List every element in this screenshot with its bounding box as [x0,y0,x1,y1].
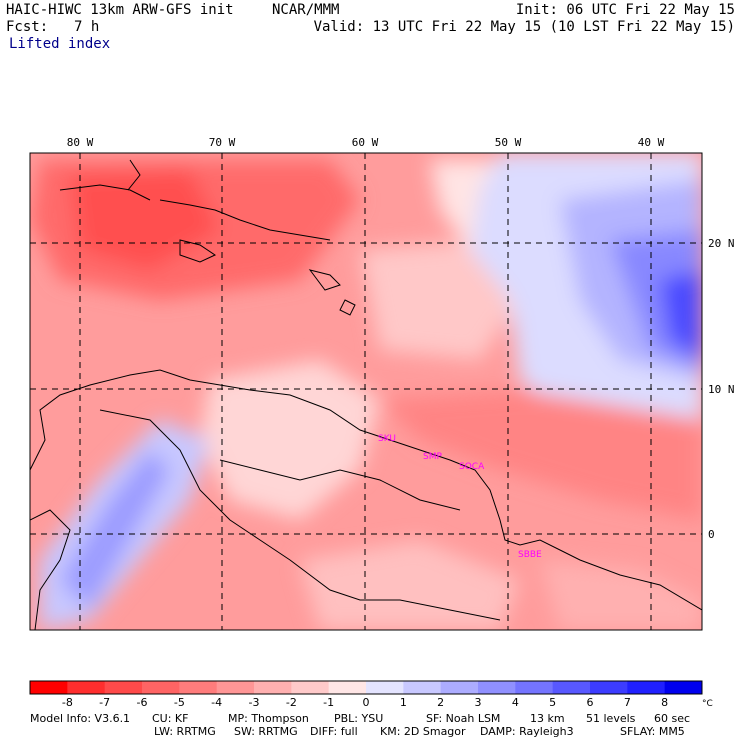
colorbar-tick-label: 7 [624,696,631,709]
footer-km: KM: 2D Smagor [380,725,466,738]
colorbar-swatch [515,681,554,694]
model-title: HAIC-HIWC 13km ARW-GFS init [6,2,234,18]
colorbar-swatch [664,681,703,694]
colorbar-swatch [627,681,666,694]
colorbar-tick-label: 3 [475,696,482,709]
colorbar-tick-label: 6 [587,696,594,709]
colorbar-swatch [179,681,218,694]
colorbar [29,680,703,695]
footer-resolution: 13 km [530,712,565,725]
colorbar-swatch [590,681,628,694]
footer-sf: SF: Noah LSM [426,712,501,725]
colorbar-swatch [328,681,367,694]
colorbar-tick-label: -8 [62,696,73,709]
colorbar-swatch [104,681,143,694]
colorbar-tick-label: -4 [211,696,222,709]
footer-pbl: PBL: YSU [334,712,384,725]
colorbar-tick-label: -6 [137,696,148,709]
org-label: NCAR/MMM [272,2,340,18]
colorbar-tick-label: 4 [512,696,519,709]
colorbar-swatch [440,681,479,694]
lon-label-60w: 60 W [352,136,379,149]
footer-model-info: Model Info: V3.6.1 [30,712,131,725]
footer-levels: 51 levels [586,712,636,725]
forecast-label: Fcst: [6,19,49,35]
colorbar-swatch [552,681,591,694]
colorbar-swatch [142,681,180,694]
footer-mp: MP: Thompson [228,712,309,725]
lon-label-50w: 50 W [495,136,522,149]
colorbar-tick-label: 1 [400,696,407,709]
colorbar-swatch [291,681,330,694]
map-frame [29,152,703,631]
colorbar-tick-label: 5 [549,696,556,709]
colorbar-swatch [403,681,442,694]
colorbar-labels: -8 -7 -6 -5 -4 -3 -2 -1 0 1 2 3 4 5 6 7 8 [62,696,668,709]
init-time: Init: 06 UTC Fri 22 May 15 [515,2,735,18]
colorbar-tick-label: -1 [323,696,334,709]
valid-time: Valid: 13 UTC Fri 22 May 15 (10 LST Fri … [313,19,735,35]
station-sku: SKU [378,434,396,444]
station-soca: SOCA [459,462,485,472]
colorbar-tick-label: -7 [99,696,110,709]
colorbar-swatch [254,681,292,694]
colorbar-swatch [30,681,68,694]
colorbar-tick-label: -5 [174,696,185,709]
station-sbbe: SBBE [518,550,542,560]
footer-lw: LW: RRTMG [154,725,216,738]
footer-sflay: SFLAY: MM5 [620,725,685,738]
lifted-index-shading [30,153,702,630]
footer-diff: DIFF: full [310,725,358,738]
lat-label-10n: 10 N [708,383,735,396]
lon-label-40w: 40 W [638,136,665,149]
lat-label-0: 0 [708,528,715,541]
colorbar-swatch [366,681,404,694]
colorbar-outline [29,680,703,695]
forecast-hour: 7 h [74,19,100,35]
lon-label-70w: 70 W [209,136,236,149]
colorbar-tick-label: -2 [286,696,297,709]
colorbar-tick-label: 2 [437,696,444,709]
colorbar-swatch [478,681,516,694]
colorbar-swatch [216,681,255,694]
station-smp: SMP [423,452,442,462]
lon-label-80w: 80 W [67,136,94,149]
coastlines [30,159,702,630]
colorbar-unit: °C [702,699,713,709]
footer-damp: DAMP: Rayleigh3 [480,725,574,738]
colorbar-tick-label: 0 [363,696,370,709]
lat-label-20n: 20 N [708,237,735,250]
colorbar-tick-label: 8 [661,696,668,709]
footer-timestep: 60 sec [654,712,691,725]
field-name: Lifted index [9,36,111,52]
colorbar-swatch [67,681,106,694]
grid-lines [30,153,702,630]
footer-cu: CU: KF [152,712,189,725]
footer-sw: SW: RRTMG [234,725,298,738]
colorbar-tick-label: -3 [249,696,260,709]
